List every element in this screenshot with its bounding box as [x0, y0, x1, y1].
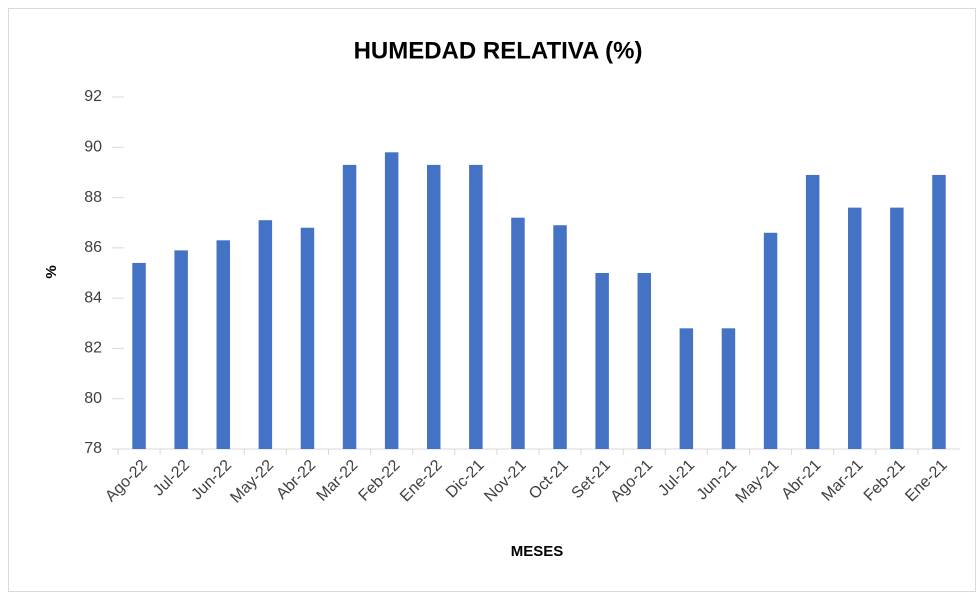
bar [932, 174, 946, 449]
x-axis-label: MESES [511, 543, 564, 560]
y-tick-label: 84 [84, 289, 102, 306]
bar [848, 207, 862, 449]
y-tick-label: 82 [84, 340, 102, 357]
bar [132, 262, 146, 449]
y-axis-label: % [43, 265, 60, 278]
bar [300, 227, 315, 449]
bar [216, 240, 230, 449]
y-tick-label: 92 [84, 88, 102, 105]
bar [763, 232, 778, 449]
bar [553, 225, 567, 449]
bar [469, 164, 483, 449]
bar [258, 220, 273, 449]
bar [637, 273, 651, 449]
y-tick-label: 78 [84, 440, 102, 457]
bar [890, 207, 904, 449]
chart-title: HUMEDAD RELATIVA (%) [354, 37, 643, 64]
y-tick-label: 86 [84, 239, 102, 256]
bar [427, 164, 441, 449]
y-tick-label: 88 [84, 189, 102, 206]
bar [805, 174, 820, 449]
bar [511, 217, 525, 449]
bar [174, 250, 188, 449]
bar [342, 164, 357, 449]
bar [384, 152, 399, 450]
y-tick-label: 90 [84, 139, 102, 156]
bar [679, 328, 694, 449]
bar [595, 273, 609, 449]
y-tick-label: 80 [84, 390, 102, 407]
bar [721, 328, 736, 449]
